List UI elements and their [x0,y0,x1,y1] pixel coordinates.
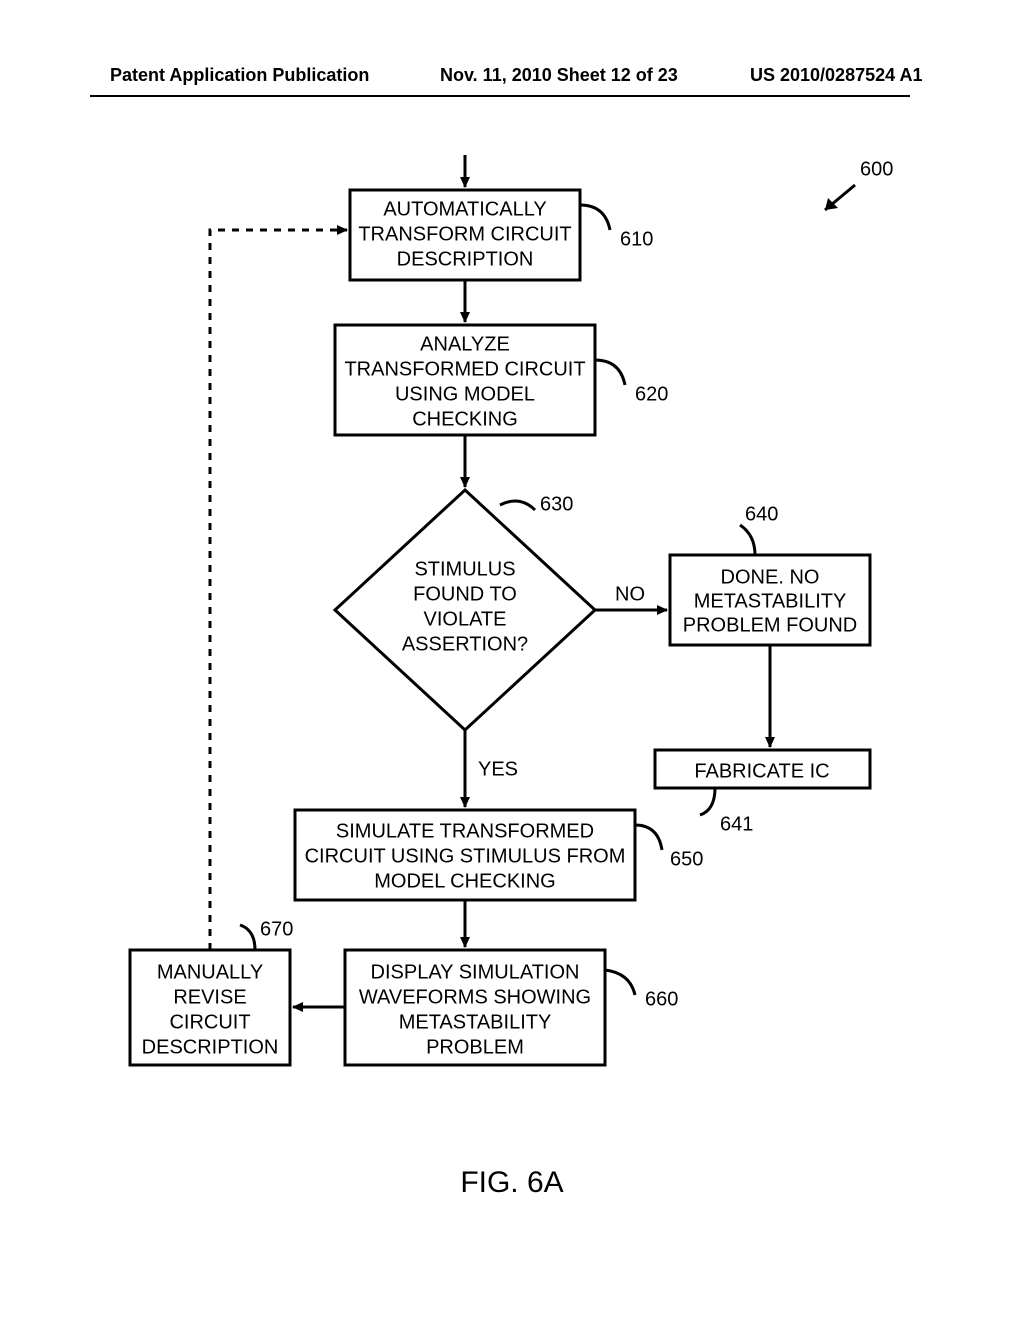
node-670: MANUALLY REVISE CIRCUIT DESCRIPTION 670 [130,918,293,1065]
node-641-line1: FABRICATE IC [694,760,829,782]
figure-label: FIG. 6A [0,1166,1024,1200]
node-630: STIMULUS FOUND TO VIOLATE ASSERTION? 630 [335,490,595,730]
node-640-line3: PROBLEM FOUND [683,614,857,636]
node-610: AUTOMATICALLY TRANSFORM CIRCUIT DESCRIPT… [350,190,653,280]
header-left: Patent Application Publication [110,65,369,86]
node-640: DONE. NO METASTABILITY PROBLEM FOUND 640 [670,503,870,645]
ref-label-610: 610 [620,228,653,250]
edge-630-650: YES [465,730,518,807]
node-640-line2: METASTABILITY [694,590,847,612]
ref-label-641: 641 [720,813,753,835]
ref-label-630: 630 [540,493,573,515]
node-670-line3: CIRCUIT [169,1011,250,1033]
header-divider [90,95,910,97]
ref-label-600: 600 [860,158,893,180]
node-610-line3: DESCRIPTION [397,248,534,270]
node-641: FABRICATE IC 641 [655,750,870,835]
node-630-line1: STIMULUS [414,558,515,580]
edge-label-no: NO [615,583,645,605]
node-670-line1: MANUALLY [157,961,263,983]
node-610-line2: TRANSFORM CIRCUIT [358,223,571,245]
node-630-line2: FOUND TO [413,583,517,605]
node-670-line2: REVISE [173,986,246,1008]
ref-label-660: 660 [645,988,678,1010]
node-650-line2: CIRCUIT USING STIMULUS FROM [305,845,626,867]
node-620-line4: CHECKING [412,408,518,430]
ref-600: 600 [825,158,893,210]
node-610-line1: AUTOMATICALLY [383,198,546,220]
ref-label-640: 640 [745,503,778,525]
node-620-line3: USING MODEL [395,383,535,405]
page: Patent Application Publication Nov. 11, … [0,0,1024,1320]
node-640-line1: DONE. NO [721,566,820,588]
node-670-line4: DESCRIPTION [142,1036,279,1058]
node-630-line4: ASSERTION? [402,633,528,655]
node-660: DISPLAY SIMULATION WAVEFORMS SHOWING MET… [345,950,678,1065]
node-650-line3: MODEL CHECKING [374,870,556,892]
node-620-line1: ANALYZE [420,333,510,355]
header-right: US 2010/0287524 A1 [750,65,922,86]
node-660-line2: WAVEFORMS SHOWING [359,986,591,1008]
node-660-line3: METASTABILITY [399,1011,552,1033]
ref-label-620: 620 [635,383,668,405]
flowchart-svg: 600 AUTOMATICALLY TRANSFORM CIRCUIT DESC… [90,130,920,1100]
node-620-line2: TRANSFORMED CIRCUIT [344,358,585,380]
node-660-line1: DISPLAY SIMULATION [371,961,580,983]
node-650-line1: SIMULATE TRANSFORMED [336,820,594,842]
node-620: ANALYZE TRANSFORMED CIRCUIT USING MODEL … [335,325,668,435]
node-630-line3: VIOLATE [424,608,507,630]
ref-label-670: 670 [260,918,293,940]
header-center: Nov. 11, 2010 Sheet 12 of 23 [440,65,678,86]
edge-label-yes: YES [478,758,518,780]
node-660-line4: PROBLEM [426,1036,524,1058]
edge-630-640: NO [595,583,667,610]
node-650: SIMULATE TRANSFORMED CIRCUIT USING STIMU… [295,810,703,900]
ref-label-650: 650 [670,848,703,870]
